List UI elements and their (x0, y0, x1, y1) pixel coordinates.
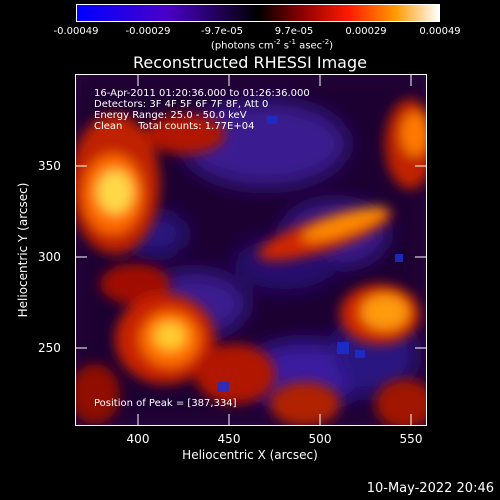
annotation-clean: Clean Total counts: 1.77E+04 (94, 121, 255, 132)
x-tick-label: 400 (126, 432, 150, 446)
y-tick-label: 300 (38, 250, 61, 264)
y-tick-label: 250 (38, 341, 61, 355)
annotation-time-range: 16-Apr-2011 01:20:36.000 to 01:26:36.000 (94, 88, 310, 99)
annotation-peak-position: Position of Peak = [387,334] (94, 398, 237, 409)
x-tick-label: 450 (217, 432, 241, 446)
colorbar-units: (photons cm-2 s-1 asec-2) (210, 38, 334, 52)
colorbar-tick: 0.00029 (345, 26, 387, 37)
x-tick-label: 500 (308, 432, 332, 446)
x-axis-label: Heliocentric X (arcsec) (182, 448, 318, 462)
annotation-detectors: Detectors: 3F 4F 5F 6F 7F 8F, Att 0 (94, 99, 269, 110)
y-tick-label: 350 (38, 159, 61, 173)
plot-frame (75, 74, 427, 426)
colorbar-tick: 0.00049 (419, 26, 461, 37)
solar-xray-image (75, 74, 427, 426)
colorbar-tick: -0.00029 (125, 26, 171, 37)
colorbar (76, 4, 440, 22)
annotation-energy: Energy Range: 25.0 - 50.0 keV (94, 110, 247, 121)
x-tick-label: 550 (399, 432, 423, 446)
colorbar-tick: 9.7e-05 (274, 26, 314, 37)
colorbar-tick: -9.7e-05 (201, 26, 243, 37)
y-axis-label: Heliocentric Y (arcsec) (16, 182, 30, 318)
colorbar-tick: -0.00049 (53, 26, 99, 37)
plot-title: Reconstructed RHESSI Image (133, 53, 367, 72)
generation-timestamp: 10-May-2022 20:46 (366, 481, 494, 496)
